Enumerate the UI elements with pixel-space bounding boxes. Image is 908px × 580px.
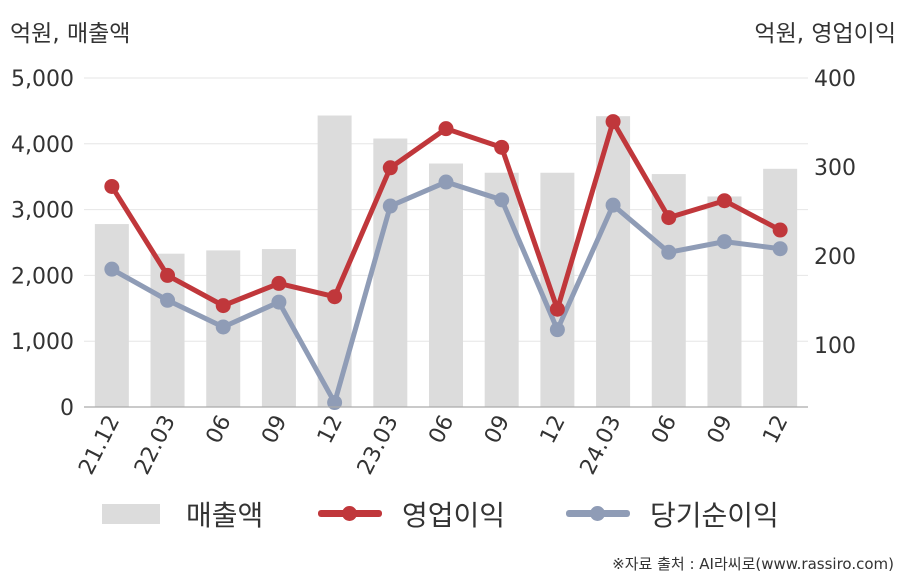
legend-line-swatch-net-income [566, 494, 630, 534]
legend-bar-swatch [102, 494, 166, 534]
right-tick-label: 200 [814, 245, 856, 270]
data-point [661, 244, 677, 260]
legend-label-revenue: 매출액 [186, 499, 264, 532]
data-point [494, 139, 510, 155]
revenue-bar [429, 163, 463, 407]
data-point [327, 289, 343, 305]
data-point [104, 261, 120, 277]
data-point [327, 395, 343, 411]
data-point [661, 210, 677, 226]
data-point [160, 292, 176, 308]
left-tick-label: 0 [60, 396, 74, 421]
revenue-bar [763, 168, 798, 407]
data-point [772, 241, 788, 257]
right-tick-label: 400 [814, 67, 856, 92]
x-tick-label: 12 [536, 411, 571, 447]
legend-item-operating-profit: 영업이익 [318, 494, 505, 534]
data-point [160, 267, 176, 283]
legend-item-revenue: 매출액 [102, 494, 263, 534]
left-tick-label: 3,000 [11, 199, 74, 224]
legend-label-net-income: 당기순이익 [650, 499, 779, 532]
revenue-bar [707, 196, 742, 407]
right-tick-label: 100 [814, 334, 856, 359]
data-point [271, 275, 287, 291]
x-tick-label: 12 [759, 411, 794, 447]
x-tick-label: 06 [202, 411, 237, 447]
data-point [382, 198, 398, 214]
bar-series-revenue [94, 115, 798, 408]
legend-line-swatch-operating-profit [318, 494, 382, 534]
right-axis-unit-label: 억원, 영업이익 [754, 21, 896, 47]
data-point [716, 193, 732, 209]
data-point [772, 222, 788, 238]
revenue-bar [540, 172, 575, 407]
left-tick-label: 1,000 [11, 330, 74, 355]
x-tick-label: 24.03 [576, 411, 627, 478]
data-point [438, 174, 454, 190]
data-point [549, 322, 565, 338]
x-tick-label: 22.03 [130, 411, 181, 478]
x-tick-label: 06 [647, 411, 682, 447]
left-tick-label: 2,000 [11, 264, 74, 289]
x-tick-label: 12 [313, 411, 348, 447]
data-point [605, 114, 621, 130]
data-point [605, 197, 621, 213]
x-tick-label: 23.03 [353, 411, 404, 478]
revenue-bar [373, 138, 408, 407]
revenue-bar [261, 249, 296, 407]
legend-label-operating-profit: 영업이익 [402, 499, 506, 532]
source-credit: ※자료 출처 : AI라씨로(www.rassiro.com) [612, 555, 894, 573]
data-point [271, 294, 287, 310]
left-tick-label: 4,000 [11, 133, 74, 158]
data-point [549, 301, 565, 317]
x-tick-label: 09 [703, 411, 738, 447]
left-axis-unit-label: 억원, 매출액 [10, 21, 131, 47]
revenue-bar [484, 172, 519, 407]
operating-profit-series [104, 114, 788, 317]
revenue-bar [651, 174, 686, 407]
data-point [494, 192, 510, 208]
x-tick-label: 09 [480, 411, 515, 447]
line-series-group [104, 114, 788, 411]
x-tick-label: 06 [424, 411, 459, 447]
data-point [438, 121, 454, 137]
legend-item-net-income: 당기순이익 [566, 494, 779, 534]
net-income-series [104, 174, 788, 411]
right-tick-label: 300 [814, 156, 856, 181]
data-point [382, 160, 398, 176]
data-point [215, 298, 231, 314]
data-point [215, 319, 231, 335]
x-tick-label: 21.12 [74, 411, 125, 478]
x-tick-label: 09 [257, 411, 292, 447]
revenue-bar [94, 224, 129, 407]
data-point [104, 178, 120, 194]
left-tick-label: 5,000 [11, 67, 74, 92]
data-point [716, 234, 732, 250]
